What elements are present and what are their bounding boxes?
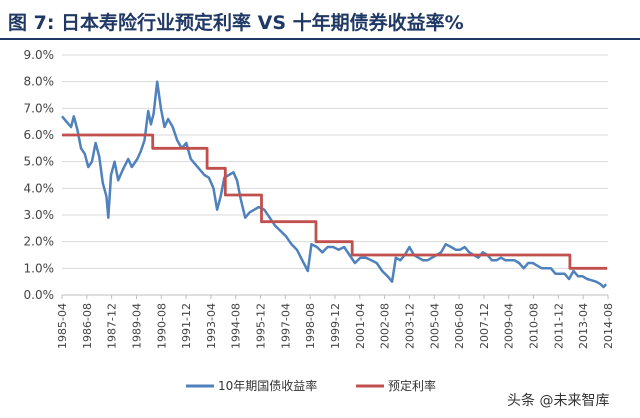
y-tick-label: 1.0% bbox=[24, 261, 55, 275]
x-axis-ticks: 1985-04 1986-08 1987-12 1989-04 1990-08 1991-… bbox=[56, 295, 615, 349]
title-divider bbox=[0, 38, 640, 40]
y-axis-ticks: 0.0% 1.0% 2.0% 3.0% 4.0% 5.0% 6.0% 7.0% 8.0% 9.0% bbox=[24, 48, 55, 302]
x-tick-label: 1999-12 bbox=[329, 303, 342, 349]
x-tick-label: 2006-08 bbox=[453, 303, 466, 349]
legend: 10年期国债收益率 预定利率 bbox=[186, 378, 436, 393]
x-tick-label: 2001-04 bbox=[354, 303, 367, 349]
y-tick-label: 3.0% bbox=[24, 208, 55, 222]
x-tick-label: 1987-12 bbox=[106, 303, 119, 349]
figure-title: 图 7: 日本寿险行业预定利率 VS 十年期债券收益率% bbox=[8, 12, 464, 34]
series-group bbox=[61, 80, 608, 289]
x-tick-label: 2009-04 bbox=[503, 303, 516, 349]
assumed-rate-line bbox=[62, 133, 608, 270]
x-tick-label: 1995-12 bbox=[255, 303, 268, 349]
x-tick-label: 1993-04 bbox=[205, 303, 218, 349]
x-tick-label: 2005-04 bbox=[428, 303, 441, 349]
grid-lines bbox=[62, 54, 608, 269]
x-tick-label: 2014-08 bbox=[602, 303, 615, 349]
y-tick-label: 4.0% bbox=[24, 181, 55, 195]
x-tick-label: 2011-12 bbox=[552, 303, 565, 349]
x-tick-label: 2013-04 bbox=[577, 303, 590, 349]
y-tick-label: 7.0% bbox=[24, 101, 55, 115]
line-chart: 0.0% 1.0% 2.0% 3.0% 4.0% 5.0% 6.0% 7.0% 8.0% 9.0%… bbox=[24, 48, 616, 393]
title-bar: 图 7: 日本寿险行业预定利率 VS 十年期债券收益率% bbox=[0, 0, 640, 40]
x-tick-label: 1991-12 bbox=[180, 303, 193, 349]
x-tick-label: 2003-12 bbox=[403, 303, 416, 349]
x-tick-label: 1998-08 bbox=[304, 303, 317, 349]
x-tick-label: 1989-04 bbox=[130, 303, 143, 349]
x-tick-label: 1997-04 bbox=[279, 303, 292, 349]
watermark-text: 头条 @未来智库 bbox=[507, 393, 610, 409]
y-tick-label: 2.0% bbox=[24, 235, 55, 249]
x-tick-label: 1990-08 bbox=[155, 303, 168, 349]
legend-label-rate: 预定利率 bbox=[388, 378, 436, 393]
y-tick-label: 8.0% bbox=[24, 75, 55, 89]
x-tick-label: 2010-08 bbox=[528, 303, 541, 349]
x-tick-label: 2002-08 bbox=[379, 303, 392, 349]
x-tick-label: 2007-12 bbox=[478, 303, 491, 349]
bond-yield-line bbox=[61, 80, 608, 289]
y-tick-label: 6.0% bbox=[24, 128, 55, 142]
legend-label-bond: 10年期国债收益率 bbox=[218, 378, 317, 393]
y-tick-label: 0.0% bbox=[24, 288, 55, 302]
x-tick-label: 1994-08 bbox=[230, 303, 243, 349]
x-tick-label: 1985-04 bbox=[56, 303, 69, 349]
y-tick-label: 9.0% bbox=[24, 48, 55, 62]
y-tick-label: 5.0% bbox=[24, 155, 55, 169]
x-tick-label: 1986-08 bbox=[81, 303, 94, 349]
